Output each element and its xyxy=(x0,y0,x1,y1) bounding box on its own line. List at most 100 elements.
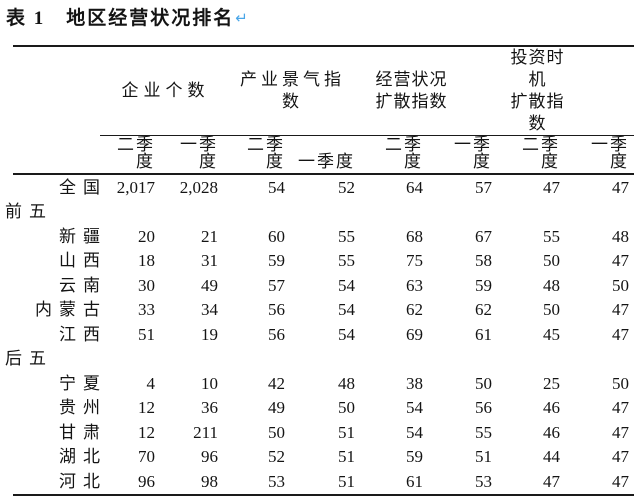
value-cell: 34 xyxy=(201,300,218,320)
region-label-cell: 宁夏 xyxy=(13,371,100,396)
value-cell: 48 xyxy=(338,373,355,393)
value-cell: 47 xyxy=(612,251,629,271)
value-cell: 48 xyxy=(543,275,560,295)
group-header-label: 产业景气指数 xyxy=(240,70,345,111)
value-cell: 67 xyxy=(475,226,492,246)
quarter-header-q1: 一季度 xyxy=(573,135,634,175)
region-label: 山西 xyxy=(59,251,107,271)
table-body: 全国 2,017 2,028 54 52 64 57 47 47 前五 新疆 20 21 60 55 68 67… xyxy=(5,174,634,495)
region-label-cell: 新疆 xyxy=(13,224,100,249)
value-cell: 50 xyxy=(338,398,355,418)
value-cell: 50 xyxy=(268,422,285,442)
table-row: 河北 96 98 53 51 61 53 47 47 xyxy=(13,469,634,495)
section-row: 后五 xyxy=(5,347,634,372)
value-cell: 30 xyxy=(138,275,155,295)
value-cell: 211 xyxy=(193,422,218,442)
group-header-label-line2: 扩散指数 xyxy=(510,92,565,133)
region-label: 河北 xyxy=(59,471,107,491)
document-page: 表 1 地区经营状况排名↵ 企业个数 产业景气指数 经营状况 扩散指数 xyxy=(5,3,634,496)
value-cell: 96 xyxy=(138,471,155,491)
table-row: 内蒙古 33 34 56 54 62 62 50 47 xyxy=(13,298,634,323)
value-cell: 56 xyxy=(475,398,492,418)
value-cell: 47 xyxy=(543,471,560,491)
group-header-industry-climate-index: 产业景气指数 xyxy=(231,46,368,136)
region-label: 贵州 xyxy=(59,398,107,418)
value-cell: 54 xyxy=(338,275,355,295)
table-row: 湖北 70 96 52 51 59 51 44 47 xyxy=(13,445,634,470)
value-cell: 47 xyxy=(612,177,629,197)
value-cell: 52 xyxy=(338,177,355,197)
region-label-cell: 甘肃 xyxy=(13,420,100,445)
value-cell: 61 xyxy=(406,471,423,491)
quarter-header-q1: 一季度 xyxy=(298,135,368,175)
group-header-label-line1: 经营状况 xyxy=(375,70,448,89)
value-cell: 57 xyxy=(268,275,285,295)
value-cell: 54 xyxy=(268,177,285,197)
value-cell: 70 xyxy=(138,447,155,467)
value-cell: 54 xyxy=(338,300,355,320)
value-cell: 53 xyxy=(268,471,285,491)
table-row: 江西 51 19 56 54 69 61 45 47 xyxy=(13,322,634,347)
value-cell: 55 xyxy=(543,226,560,246)
group-header-label-line2: 扩散指数 xyxy=(375,92,448,111)
table-row: 甘肃 12 211 50 51 54 55 46 47 xyxy=(13,420,634,445)
value-cell: 63 xyxy=(406,275,423,295)
value-cell: 98 xyxy=(201,471,218,491)
value-cell: 47 xyxy=(612,471,629,491)
value-cell: 51 xyxy=(138,324,155,344)
value-cell: 54 xyxy=(406,398,423,418)
value-cell: 59 xyxy=(475,275,492,295)
value-cell: 50 xyxy=(475,373,492,393)
value-cell: 50 xyxy=(612,275,629,295)
value-cell: 49 xyxy=(201,275,218,295)
table-caption: 表 1 地区经营状况排名↵ xyxy=(6,3,248,30)
value-cell: 46 xyxy=(543,422,560,442)
region-label-cell: 内蒙古 xyxy=(13,298,100,323)
group-header-label: 企业个数 xyxy=(121,81,210,100)
value-cell: 33 xyxy=(138,300,155,320)
value-cell: 49 xyxy=(268,398,285,418)
table-row: 宁夏 4 10 42 48 38 50 25 50 xyxy=(13,371,634,396)
region-label-cell: 贵州 xyxy=(13,396,100,421)
value-cell: 12 xyxy=(138,422,155,442)
value-cell: 62 xyxy=(406,300,423,320)
value-cell: 75 xyxy=(406,251,423,271)
corner-cell xyxy=(13,46,100,136)
paragraph-mark-icon: ↵ xyxy=(235,9,248,27)
value-cell: 51 xyxy=(338,471,355,491)
value-cell: 46 xyxy=(543,398,560,418)
value-cell: 38 xyxy=(406,373,423,393)
value-cell: 51 xyxy=(338,447,355,467)
value-cell: 61 xyxy=(475,324,492,344)
value-cell: 31 xyxy=(201,251,218,271)
quarter-header-q2: 二季度 xyxy=(505,135,573,175)
table-row: 云南 30 49 57 54 63 59 48 50 xyxy=(13,273,634,298)
value-cell: 96 xyxy=(201,447,218,467)
value-cell: 47 xyxy=(612,300,629,320)
table-row: 全国 2,017 2,028 54 52 64 57 47 47 xyxy=(13,174,634,200)
quarter-header-row: 二季度 一季度 二季度 一季度 二季度 一季度 二季度 一季度 xyxy=(13,135,634,175)
region-label-cell: 江西 xyxy=(13,322,100,347)
value-cell: 55 xyxy=(475,422,492,442)
region-label-cell: 河北 xyxy=(13,469,100,495)
value-cell: 50 xyxy=(543,251,560,271)
value-cell: 18 xyxy=(138,251,155,271)
value-cell: 56 xyxy=(268,300,285,320)
value-cell: 10 xyxy=(201,373,218,393)
value-cell: 57 xyxy=(475,177,492,197)
section-cell: 后五 xyxy=(5,347,634,372)
value-cell: 51 xyxy=(475,447,492,467)
group-header-enterprise-count: 企业个数 xyxy=(100,46,231,136)
region-label: 全国 xyxy=(59,177,107,197)
value-cell: 64 xyxy=(406,177,423,197)
value-cell: 62 xyxy=(475,300,492,320)
value-cell: 2,028 xyxy=(179,177,218,197)
value-cell: 12 xyxy=(138,398,155,418)
value-cell: 51 xyxy=(338,422,355,442)
quarter-header-q2: 二季度 xyxy=(231,135,298,175)
value-cell: 45 xyxy=(543,324,560,344)
value-cell: 21 xyxy=(201,226,218,246)
region-label-cell: 全国 xyxy=(13,174,100,200)
value-cell: 55 xyxy=(338,226,355,246)
value-cell: 50 xyxy=(612,373,629,393)
